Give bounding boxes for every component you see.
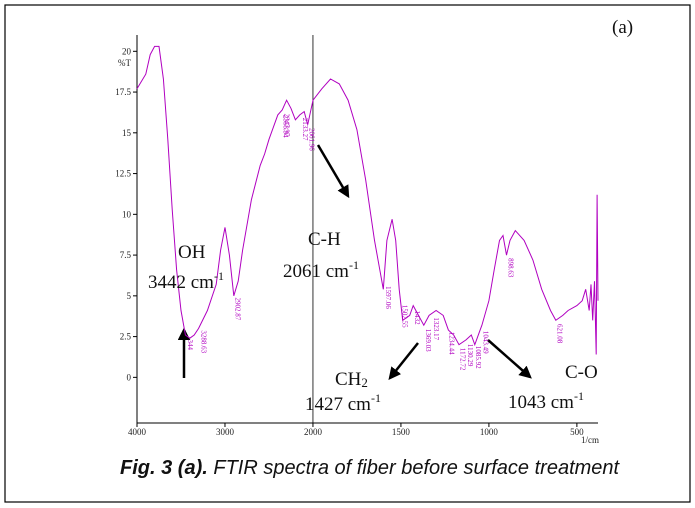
annotation: 3442 cm-1: [148, 269, 224, 293]
x-tick-label: 4000: [128, 427, 147, 437]
peak-label: 1432: [413, 311, 421, 326]
peak-label: 2347.97: [282, 114, 290, 137]
annotation-sub: 2: [361, 375, 368, 390]
y-tick-label: 20: [122, 46, 132, 56]
annotation: 1043 cm-1: [508, 389, 584, 413]
frame: [4, 4, 691, 503]
peak-label: 1502.55: [400, 305, 408, 328]
annotation-text: OH: [178, 242, 206, 263]
y-tick-label: 5: [127, 291, 132, 301]
caption-text: FTIR spectra of fiber before surface tre…: [213, 457, 620, 479]
y-tick-label: 7.5: [120, 250, 132, 260]
peak-label: 621.08: [556, 324, 564, 344]
peak-label: 2902.87: [234, 298, 242, 321]
caption-label: Fig. 3 (a).: [120, 457, 208, 479]
arrow: [316, 144, 350, 199]
peak-label: 1234.44: [448, 332, 456, 355]
y-tick-label: 17.5: [115, 87, 131, 97]
annotation: CH2: [335, 369, 368, 390]
peak-label: 2061.96: [308, 128, 316, 151]
annotation: C-H: [308, 229, 341, 250]
annotation: 2061 cm-1: [283, 258, 359, 282]
annotation-text: C-H: [308, 229, 341, 250]
peak-label: 1085.92: [474, 346, 482, 369]
peak-label: 1597.06: [384, 286, 392, 309]
annotation: 1427 cm-1: [305, 391, 381, 415]
annotation-text: 3442 cm: [148, 272, 214, 293]
annotation: C-O: [565, 362, 598, 383]
annotation-sup: -1: [349, 258, 359, 272]
x-tick-label: 2000: [304, 427, 323, 437]
y-tick-label: 0: [127, 372, 132, 382]
annotation-sup: -1: [371, 391, 381, 405]
annotation-text: (a): [612, 17, 633, 38]
y-tick-label: 10: [122, 209, 132, 219]
y-tick-label: 2.5: [120, 332, 132, 342]
y-axis-label: %T: [118, 58, 131, 68]
x-tick-label: 1500: [392, 427, 411, 437]
annotation-text: 1043 cm: [508, 392, 574, 413]
annotation-text: C-O: [565, 362, 598, 383]
annotation-text: 2061 cm: [283, 261, 349, 282]
arrow: [487, 339, 532, 379]
arrow: [388, 342, 419, 380]
peak-label: 1369.03: [424, 329, 432, 352]
spectrum-line: [136, 45, 599, 355]
annotation-sup: -1: [214, 269, 224, 283]
peak-label: 1130.29: [466, 344, 474, 367]
peak-label: 1043.49: [481, 331, 489, 354]
caption: Fig. 3 (a). FTIR spectra of fiber before…: [120, 457, 621, 479]
peak-label: 2133.27: [301, 118, 309, 141]
x-tick-label: 1000: [480, 427, 499, 437]
peak-label: 3288.63: [200, 330, 208, 353]
x-tick-label: 3000: [216, 427, 235, 437]
annotation-text: 1427 cm: [305, 394, 371, 415]
y-tick-label: 12.5: [115, 169, 131, 179]
annotation: (a): [612, 17, 633, 38]
peak-label: 898.63: [507, 258, 515, 278]
peak-label: 1172.72: [459, 348, 467, 371]
annotation-text: CH: [335, 369, 362, 390]
annotation: OH: [178, 242, 206, 263]
y-tick-label: 15: [122, 128, 132, 138]
x-axis-label: 1/cm: [581, 435, 599, 445]
annotation-sup: -1: [574, 389, 584, 403]
peak-label: 1323.17: [432, 317, 440, 340]
x-tick-label: 500: [570, 427, 584, 437]
peak-label: 344: [186, 340, 194, 351]
peak-label: 2358.94: [281, 115, 289, 138]
